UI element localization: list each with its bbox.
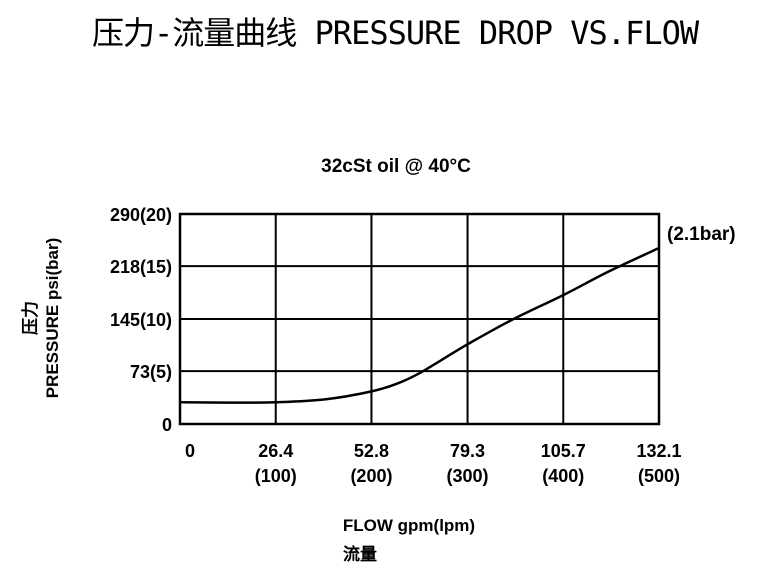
page-title: 压力-流量曲线 PRESSURE DROP VS.FLOW [92,14,699,52]
chart-title: 32cSt oil @ 40°C [321,156,471,177]
x-tick-label: 0 [185,441,195,461]
x-tick-label: 79.3 [450,441,485,461]
x-tick-label: 26.4 [258,441,293,461]
plot-frame [178,212,661,426]
y-axis-ticks: 0 73(5) 145(10) 218(15) 290(20) [110,205,172,435]
x-tick-sublabel: (100) [255,466,297,486]
x-axis-label-cn: 流量 [343,544,377,564]
y-axis-label: PRESSURE psi(bar) [43,238,62,399]
x-axis-ticks: 0 26.4 (100) 52.8 (200) 79.3 (300) 105.7 (400) 13… [185,441,682,486]
x-tick-sublabel: (200) [350,466,392,486]
y-tick-label: 218(15) [110,257,172,277]
x-tick-sublabel: (500) [638,466,680,486]
series-line [179,246,660,404]
x-tick-label: 52.8 [354,441,389,461]
x-tick-label: 105.7 [541,441,586,461]
annotation-label: (2.1bar) [667,224,736,245]
y-axis-label-cn: 压力 [20,301,40,335]
chart-grid [180,214,659,424]
y-tick-label: 290(20) [110,205,172,225]
x-tick-label: 132.1 [636,441,681,461]
y-tick-label: 0 [162,415,172,435]
x-axis-label: FLOW gpm(lpm) [343,516,475,535]
y-tick-label: 145(10) [110,310,172,330]
x-tick-sublabel: (400) [542,466,584,486]
x-tick-sublabel: (300) [447,466,489,486]
y-tick-label: 73(5) [130,362,172,382]
